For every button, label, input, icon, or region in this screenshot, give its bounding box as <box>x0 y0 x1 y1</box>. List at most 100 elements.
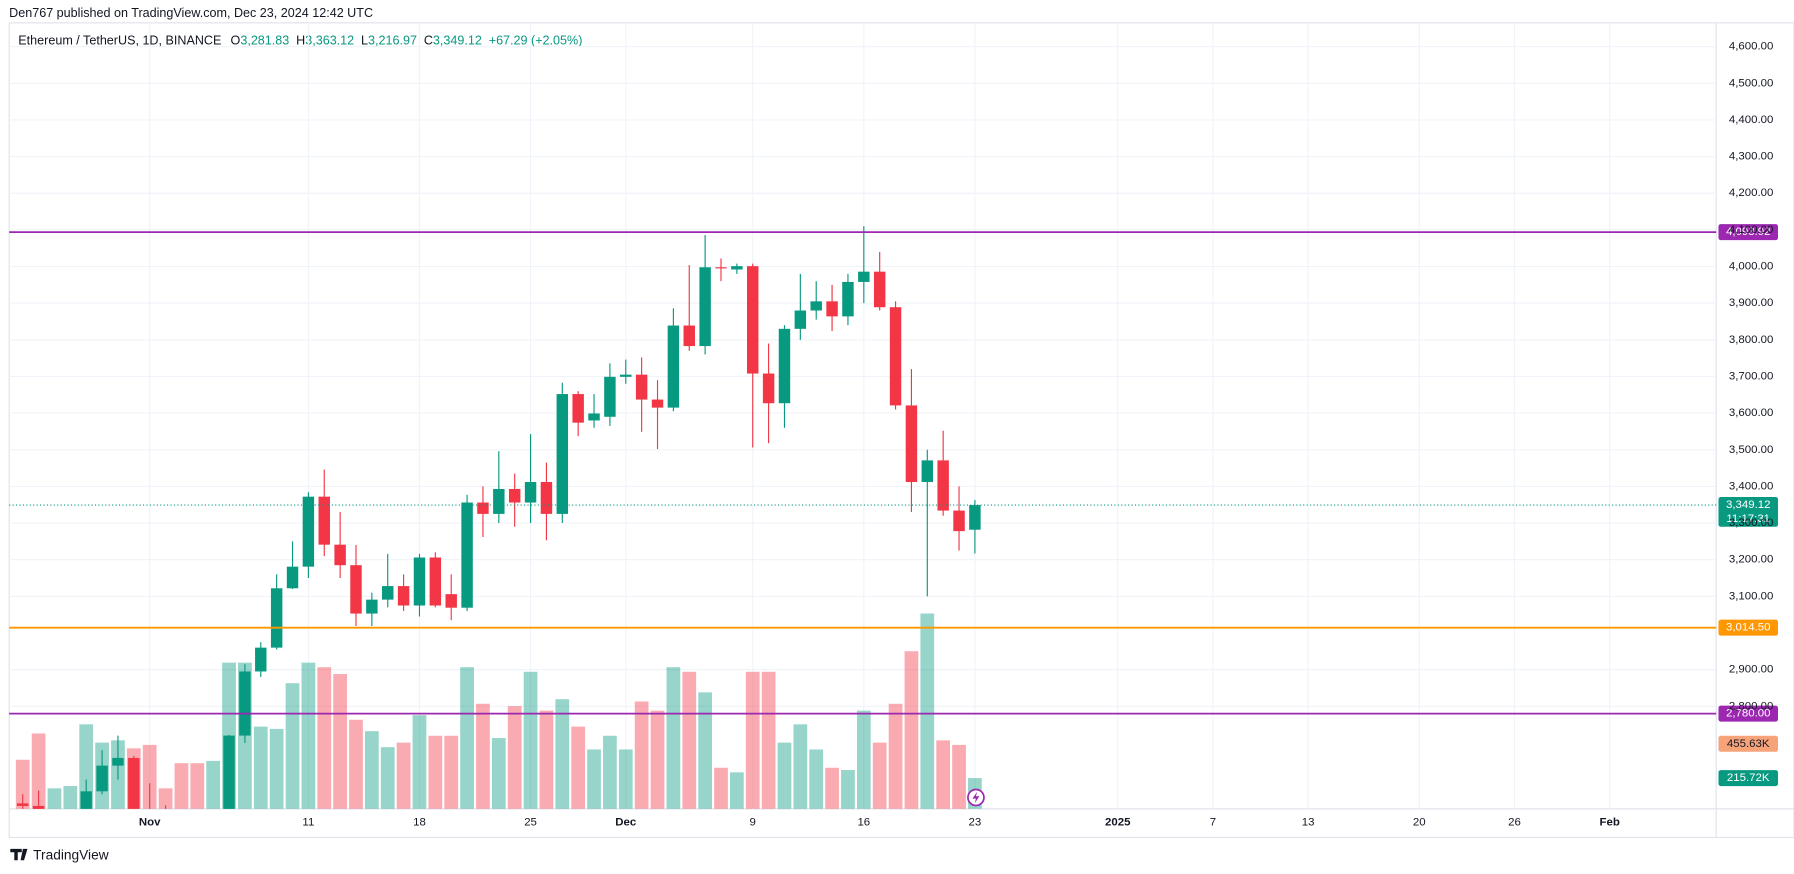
volume-bar <box>920 613 935 809</box>
candle-body <box>302 496 315 567</box>
candle-body <box>366 599 378 614</box>
volume-last-bg <box>1718 770 1778 787</box>
grid <box>9 22 1717 809</box>
volume-bar <box>253 726 268 809</box>
last-price-bg <box>1718 497 1778 527</box>
candle-body <box>508 488 521 503</box>
candle-body <box>397 586 410 606</box>
volume-bar <box>142 744 157 809</box>
y-tick-label: 3,400.00 <box>1729 480 1774 492</box>
volume-bar <box>31 733 46 809</box>
x-tick-label: 16 <box>857 817 870 829</box>
volume-ma-bg <box>1718 735 1778 752</box>
volume-bar <box>301 662 316 809</box>
volume-bar <box>809 749 824 809</box>
ohlc-key: O <box>231 33 241 47</box>
volume-bar <box>729 772 744 809</box>
y-tick-label: 3,700.00 <box>1729 370 1774 382</box>
volume-bar <box>634 701 649 809</box>
price-line-label-bg <box>1718 705 1778 722</box>
y-tick-label: 3,900.00 <box>1729 297 1774 309</box>
candle-body <box>873 271 886 308</box>
candle-body <box>413 557 426 606</box>
volume-bar <box>587 749 601 809</box>
volume-bar <box>158 788 173 809</box>
y-tick-label: 2,800.00 <box>1729 700 1774 712</box>
y-tick-label: 4,600.00 <box>1729 41 1774 53</box>
volume <box>15 613 982 809</box>
volume-bar <box>285 683 300 809</box>
volume-bar <box>698 692 712 809</box>
x-tick-label: Feb <box>1600 817 1620 829</box>
volume-bar <box>396 742 411 809</box>
brand: TradingView <box>33 847 109 862</box>
y-tick-label: 3,800.00 <box>1729 334 1774 346</box>
change: +67.29 (+2.05%) <box>489 33 583 47</box>
candle-body <box>858 271 870 282</box>
volume-bar <box>793 724 808 809</box>
candle-body <box>937 460 949 511</box>
candle-body <box>382 586 394 600</box>
y-tick-label: 3,600.00 <box>1729 407 1774 419</box>
candle-body <box>556 394 569 514</box>
candle-body <box>255 647 267 672</box>
volume-bar <box>618 749 633 809</box>
x-tick-label: 25 <box>524 817 537 829</box>
price-line-label: 4,093.92 <box>1726 226 1771 238</box>
candle-body <box>953 510 965 532</box>
candle-body <box>683 325 695 347</box>
volume-bar <box>761 671 776 809</box>
volume-bar <box>682 671 697 809</box>
candle-body <box>905 405 918 483</box>
candle-body <box>651 399 664 408</box>
price-line-label-bg <box>1718 619 1778 636</box>
y-tick-label: 3,100.00 <box>1729 590 1774 602</box>
last-price-label: 3,349.12 <box>1726 499 1771 511</box>
volume-bar <box>745 671 760 809</box>
candle-body <box>429 557 442 606</box>
volume-bar <box>872 742 887 809</box>
candle-body <box>762 373 775 404</box>
ohlc-key: L <box>361 33 368 47</box>
candle-body <box>889 307 902 406</box>
volume-bar <box>539 710 554 809</box>
volume-bar <box>174 763 189 809</box>
x-tick-label: 11 <box>302 817 314 829</box>
y-tick-label: 3,300.00 <box>1729 517 1774 529</box>
candle-body <box>445 594 457 608</box>
volume-bar <box>507 706 522 809</box>
ohlc-key: H <box>296 33 305 47</box>
ohlc-value: 3,281.83 <box>240 33 289 47</box>
candle-body <box>699 267 711 347</box>
candle-body <box>842 281 854 317</box>
candle-body <box>493 488 505 514</box>
candle-body <box>810 301 822 311</box>
chart-frame <box>8 22 1794 839</box>
candle-body <box>270 588 283 648</box>
volume-bar <box>206 760 221 809</box>
volume-last-label: 215.72K <box>1727 772 1770 784</box>
volume-bar <box>444 735 459 809</box>
countdown: 11:17:31 <box>1726 513 1770 525</box>
candle-body <box>32 805 45 809</box>
volume-bar <box>571 726 586 809</box>
candle-body <box>540 482 553 514</box>
candle-body <box>318 496 330 545</box>
candle-body <box>826 301 838 317</box>
volume-bar <box>47 788 62 809</box>
volume-bar <box>555 699 570 809</box>
volume-bar <box>476 703 490 809</box>
candle-body <box>921 460 934 483</box>
x-tick-label: 26 <box>1508 817 1521 829</box>
volume-bar <box>856 710 871 809</box>
price-line-label-bg <box>1718 224 1778 241</box>
ohlc-value: 3,349.12 <box>433 33 482 47</box>
volume-bar <box>650 710 665 809</box>
y-tick-label: 3,200.00 <box>1729 554 1774 566</box>
volume-bar <box>412 715 427 809</box>
x-tick-label: 20 <box>1413 817 1426 829</box>
x-tick-label: 18 <box>413 817 426 829</box>
y-tick-label: 4,300.00 <box>1729 151 1774 163</box>
volume-bar <box>333 674 347 809</box>
y-tick-label: 4,000.00 <box>1729 261 1774 273</box>
